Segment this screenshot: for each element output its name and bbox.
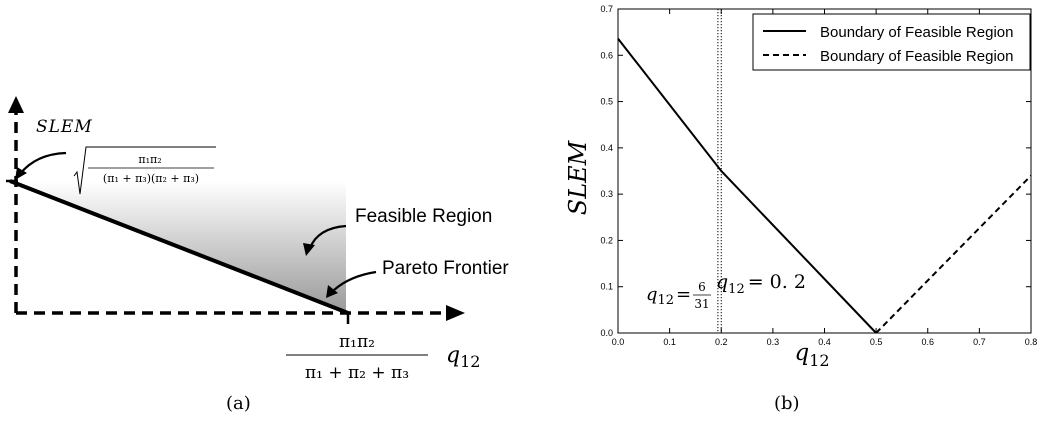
line-chart: 0.0 0.1 0.2 0.3 0.4 0.5 0.6 0.7 0.8 0.0 0.1 0.2 0.3 0… — [564, 4, 1037, 370]
sqrt-denominator: (π₁ + π₃)(π₂ + π₃) — [103, 172, 199, 185]
x-frac-numerator: π₁π₂ — [339, 332, 375, 352]
x-axis-arrowhead — [446, 305, 465, 321]
y-tick-label: 0.0 — [600, 328, 613, 338]
intercept-pointer-arrowhead — [15, 167, 27, 180]
chart-panel: 0.0 0.1 0.2 0.3 0.4 0.5 0.6 0.7 0.8 0.0 0.1 0.2 0.3 0… — [520, 0, 1043, 423]
annotation-six-over-31: q12 = 6 31 — [646, 280, 711, 311]
x-tick-label: 0.3 — [767, 337, 780, 347]
x-tick-label: 0.4 — [818, 337, 831, 347]
annot-a-equals: = — [676, 284, 691, 305]
x-axis-label-main: q — [794, 340, 809, 366]
annot-a-denominator: 31 — [694, 297, 709, 311]
y-intercept-expression: π₁π₂ (π₁ + π₃)(π₂ + π₃) — [73, 146, 216, 195]
y-axis-arrowhead — [8, 96, 24, 113]
x-axis-label: q12 — [794, 340, 829, 370]
pareto-frontier-label: Pareto Frontier — [382, 258, 509, 279]
y-tick-label: 0.4 — [600, 143, 613, 153]
schematic-panel: SLEM π₁π₂ (π₁ + π₃)(π₂ + π₃) Feasible Re… — [0, 0, 520, 423]
legend: Boundary of Feasible Region Boundary of … — [752, 13, 1031, 71]
y-tick-label: 0.2 — [600, 235, 613, 245]
axis-ticks: 0.0 0.1 0.2 0.3 0.4 0.5 0.6 0.7 0.8 0.0 0.1 0.2 0.3 0… — [600, 4, 1037, 347]
x-tick-label: 0.5 — [870, 337, 883, 347]
y-tick-label: 0.3 — [600, 189, 613, 199]
x-intercept-expression: π₁π₂ π₁ + π₂ + π₃ — [286, 332, 428, 383]
x-tick-label: 0.1 — [663, 337, 676, 347]
annot-a-numerator: 6 — [698, 280, 706, 294]
schematic-figure: SLEM π₁π₂ (π₁ + π₃)(π₂ + π₃) Feasible Re… — [6, 96, 509, 383]
x-tick-label: 0.2 — [715, 337, 728, 347]
x-axis-label: q12 — [446, 343, 480, 371]
sqrt-numerator: π₁π₂ — [138, 153, 161, 166]
panel-a-caption: (a) — [226, 393, 251, 414]
panel-b-caption: (b) — [774, 393, 800, 414]
annotation-q12-equals-0.2: q12 = 0. 2 — [716, 271, 806, 297]
x-tick-label: 0.8 — [1025, 337, 1038, 347]
radical-sign — [73, 146, 216, 195]
series-dashed-line — [875, 174, 1032, 334]
intercept-pointer-arrow — [19, 151, 67, 175]
legend-box — [752, 13, 1031, 71]
feasible-region-label: Feasible Region — [355, 206, 492, 227]
pareto-frontier-arrowhead — [326, 285, 338, 298]
y-axis-label: SLEM — [36, 117, 93, 137]
x-frac-denominator: π₁ + π₂ + π₃ — [305, 363, 409, 383]
svg-text:q12: q12 — [646, 284, 674, 308]
y-tick-label: 0.5 — [600, 97, 613, 107]
x-tick-label: 0.6 — [921, 337, 934, 347]
feasible-region-arrowhead — [303, 243, 315, 256]
x-axis-label-sub: 12 — [809, 351, 829, 370]
y-axis-label: SLEM — [564, 139, 592, 215]
y-tick-label: 0.7 — [600, 4, 613, 14]
y-tick-label: 0.6 — [600, 50, 613, 60]
series-solid-line — [617, 38, 877, 334]
x-tick-label: 0.7 — [973, 337, 986, 347]
x-tick-label: 0.0 — [612, 337, 625, 347]
pareto-frontier-line — [9, 179, 349, 315]
legend-entry-solid: Boundary of Feasible Region — [820, 24, 1013, 41]
y-tick-label: 0.1 — [600, 282, 613, 292]
legend-entry-dashed: Boundary of Feasible Region — [820, 48, 1013, 65]
pareto-frontier-arrow — [333, 270, 377, 291]
